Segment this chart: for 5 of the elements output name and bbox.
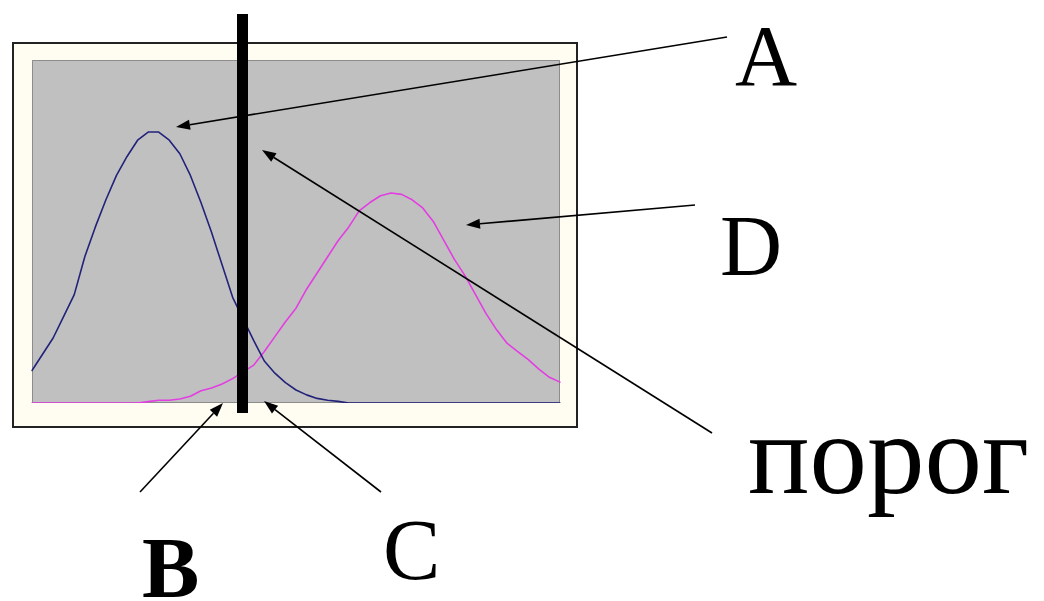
text: порог <box>748 391 1030 518</box>
text: D <box>720 198 783 294</box>
text: C <box>383 502 441 598</box>
text: B <box>142 520 200 601</box>
text: A <box>735 8 798 104</box>
